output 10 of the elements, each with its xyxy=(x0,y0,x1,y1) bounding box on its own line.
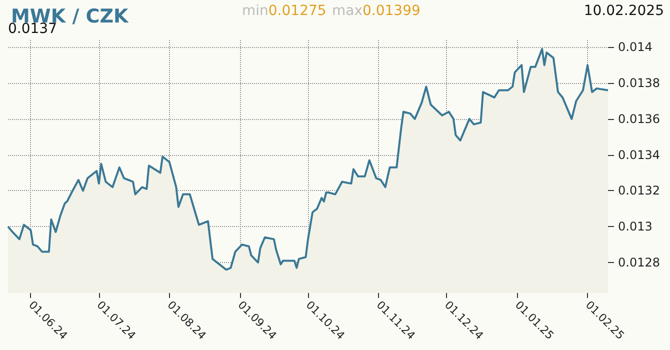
text: 10.02.2025 xyxy=(584,3,664,19)
text: min0.01275 xyxy=(242,3,326,19)
text: max0.01399 xyxy=(332,3,420,19)
y-tick-label: 0.0134 xyxy=(618,148,660,162)
y-tick-label: 0.0128 xyxy=(618,255,660,270)
y-tick-label: 0.013 xyxy=(618,220,652,234)
y-tick-label: 0.0136 xyxy=(618,112,660,126)
y-tick-label: 0.0132 xyxy=(618,184,660,198)
y-tick-label: 0.0138 xyxy=(618,76,660,90)
y-tick-label: 0.014 xyxy=(618,40,652,54)
